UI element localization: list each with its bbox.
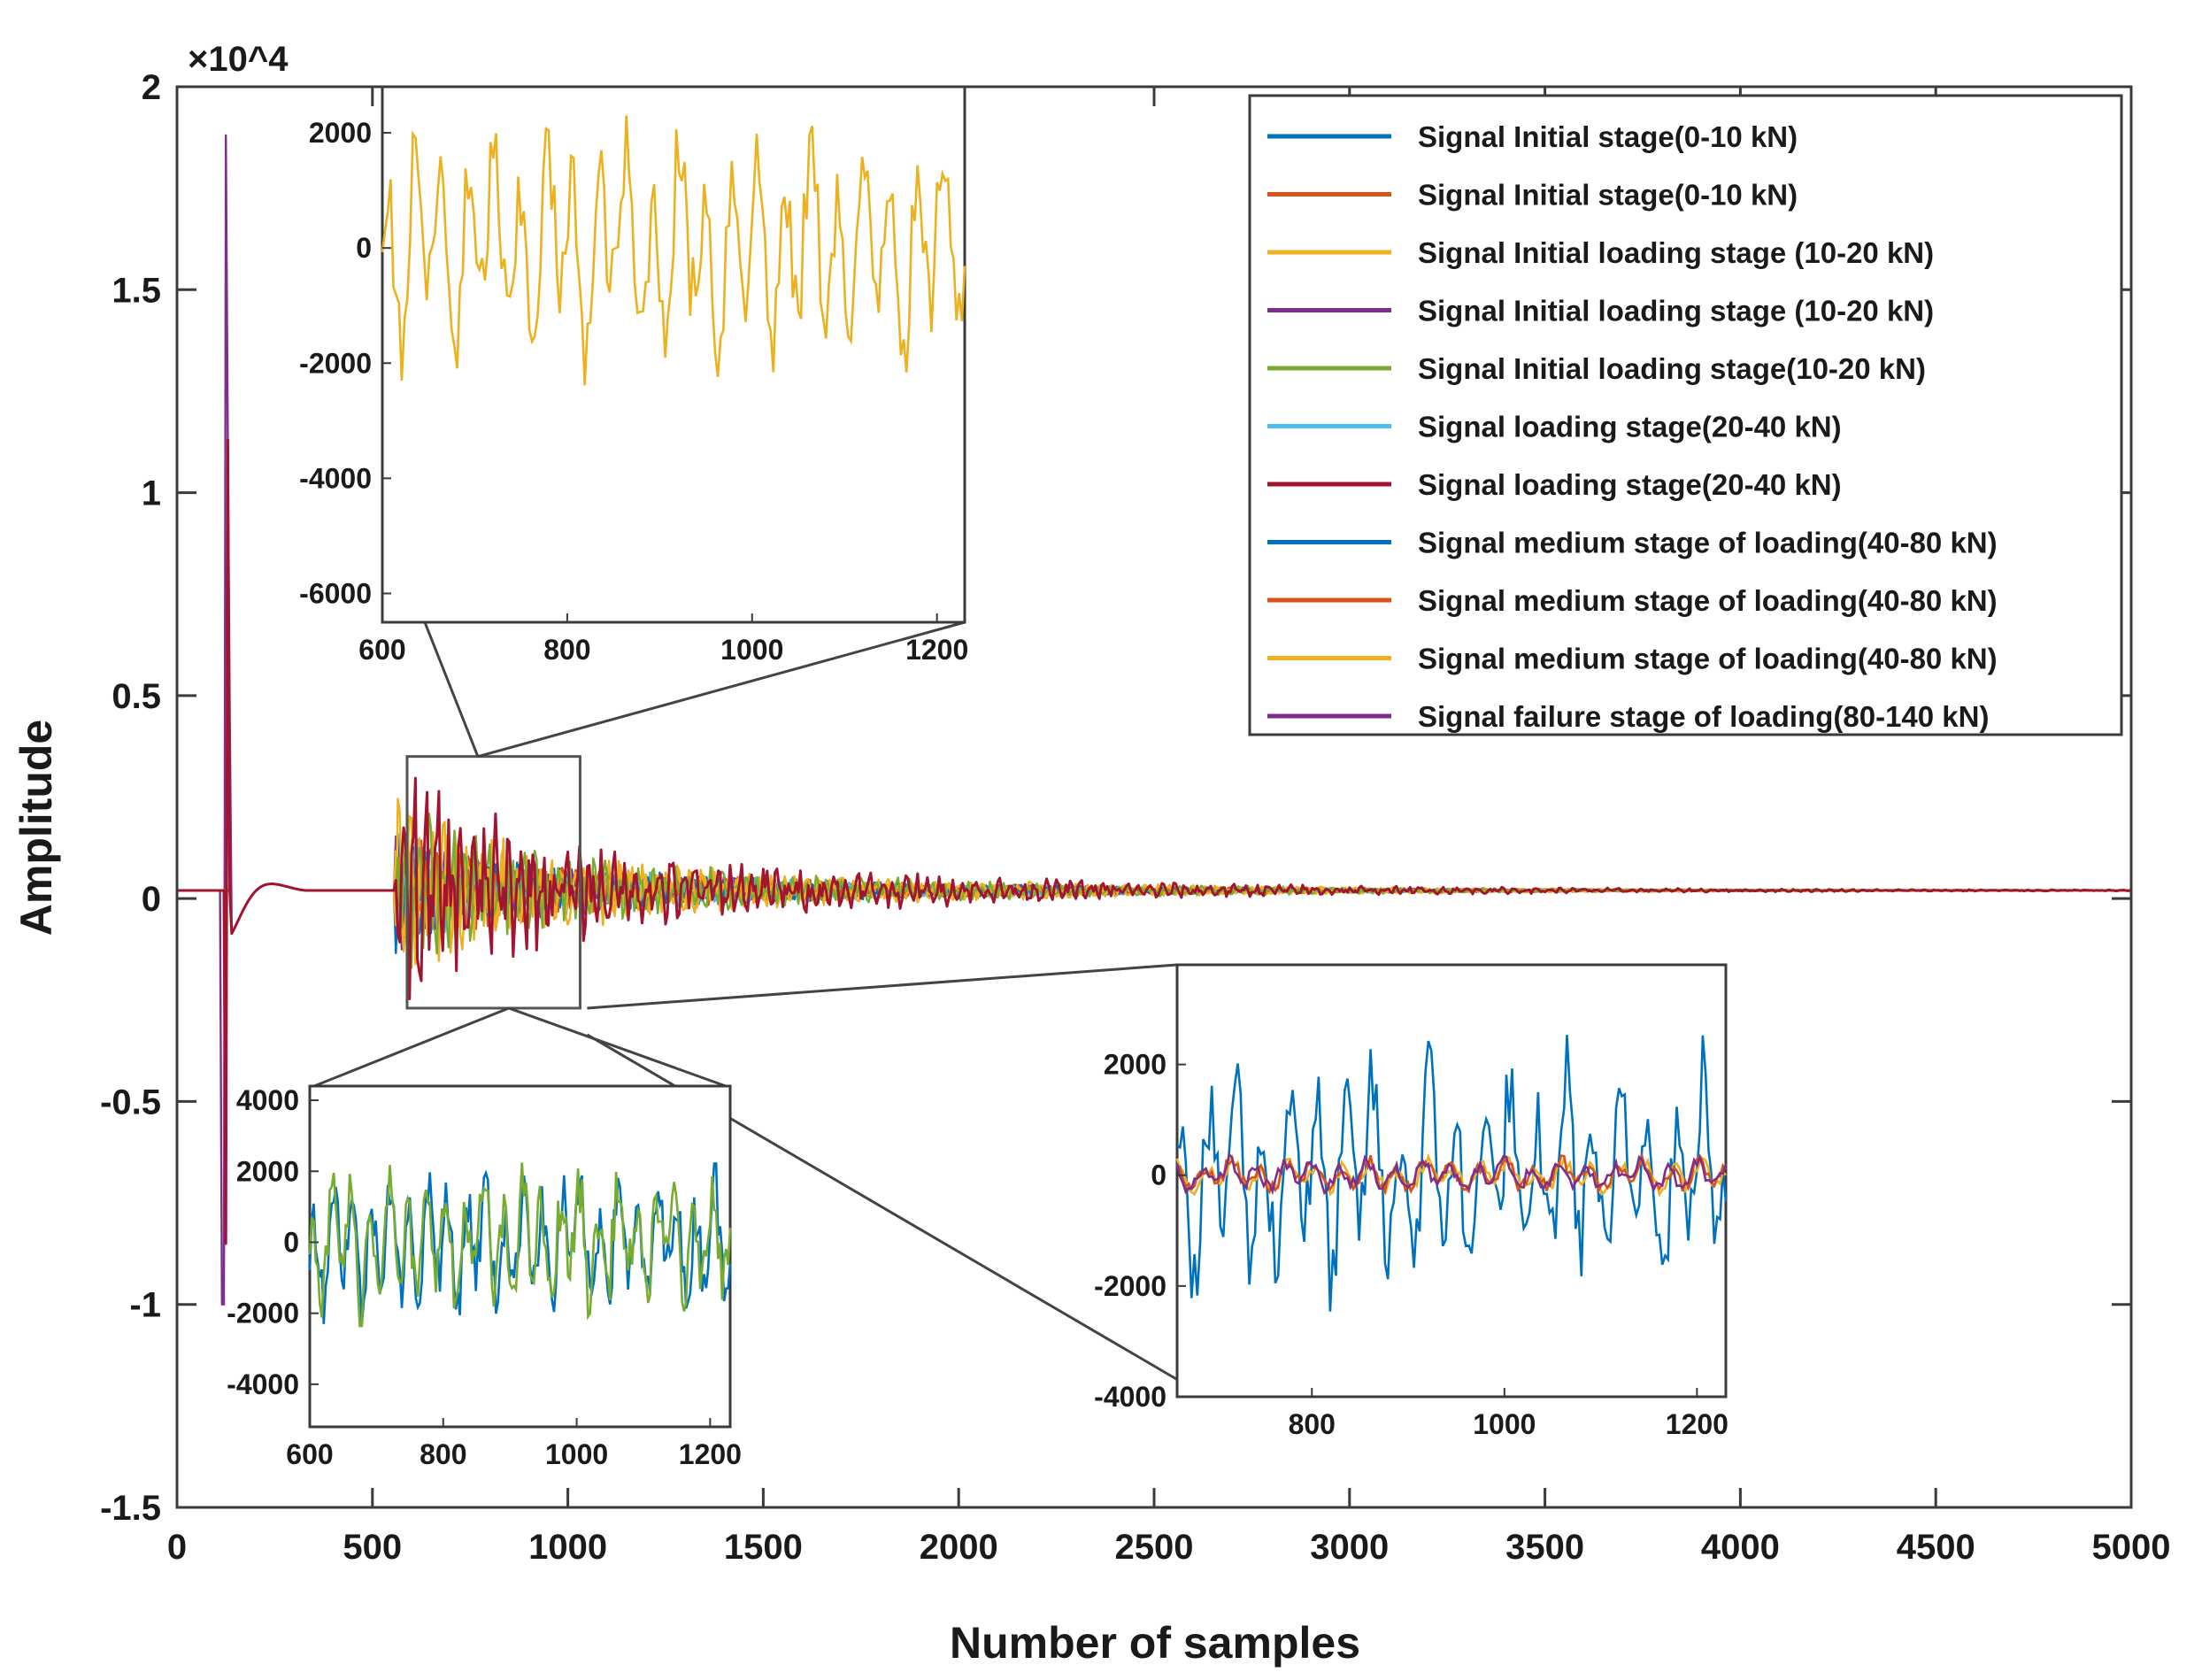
x-tick-label-1: 500 bbox=[343, 1528, 402, 1567]
top-inset-series-1 bbox=[381, 115, 966, 386]
bottom-left-inset-x-tick-label-2: 1000 bbox=[545, 1438, 608, 1470]
bottom-right-inset: 800 1000 1200 -4000 -2000 0 2000 bbox=[1094, 963, 1728, 1440]
y-tick-label-5: 1 bbox=[142, 474, 161, 513]
bottom-left-inset-x-tick-label-3: 1200 bbox=[679, 1438, 742, 1470]
bottom-left-inset-y-tick-label-0: -4000 bbox=[227, 1368, 299, 1400]
bottom-left-inset-x-tick-label-1: 800 bbox=[420, 1438, 466, 1470]
bottom-left-inset-y-tick-label-1: -2000 bbox=[227, 1298, 299, 1329]
top-inset-y-tick-label-2: -2000 bbox=[299, 347, 372, 379]
legend-label-6: Signal loading stage(20-40 kN) bbox=[1418, 411, 1842, 443]
zoom-connector-3 bbox=[313, 1006, 510, 1088]
legend-label-3: Signal Initial loading stage (10-20 kN) bbox=[1418, 236, 1934, 269]
legend-label-7: Signal loading stage(20-40 kN) bbox=[1418, 468, 1842, 501]
top-inset: 600 800 1000 1200 -6000 -4000 -2000 0 2000 bbox=[299, 85, 968, 666]
bottom-left-inset-y-tick-label-2: 0 bbox=[283, 1226, 299, 1258]
zoom-connector-4 bbox=[508, 1006, 727, 1088]
bottom-left-inset-x-tick-label-0: 600 bbox=[286, 1438, 333, 1470]
tick-group: 0 500 1000 1500 2000 2500 3000 3500 4000 4500 5000… bbox=[100, 68, 2170, 1567]
y-tick-label-0: -1.5 bbox=[100, 1489, 161, 1528]
top-inset-y-tick-label-4: 2000 bbox=[309, 117, 372, 149]
legend-label-11: Signal failure stage of loading(80-140 k… bbox=[1418, 700, 1989, 733]
zoom-region-box bbox=[405, 755, 581, 1010]
legend-label-4: Signal Initial loading stage (10-20 kN) bbox=[1418, 295, 1934, 328]
legend-label-5: Signal Initial loading stage(10-20 kN) bbox=[1418, 352, 1926, 385]
bottom-right-inset-series-1 bbox=[1176, 1035, 1728, 1312]
top-inset-y-tick-label-0: -6000 bbox=[299, 577, 372, 609]
legend-label-2: Signal Initial stage(0-10 kN) bbox=[1418, 179, 1798, 212]
x-tick-label-8: 4000 bbox=[1701, 1528, 1780, 1567]
legend: Signal Initial stage(0-10 kN) Signal Init… bbox=[1248, 94, 2123, 736]
bottom-right-inset-y-tick-label-1: -2000 bbox=[1094, 1270, 1166, 1302]
bottom-right-inset-series-4 bbox=[1175, 1152, 1728, 1196]
bottom-left-inset-frame bbox=[308, 1084, 732, 1429]
inset-plots: 600 800 1000 1200 -6000 -4000 -2000 0 2000 600 800… bbox=[227, 85, 1728, 1470]
bottom-right-inset-series-3 bbox=[1176, 1152, 1728, 1196]
zoom-connector-5 bbox=[587, 963, 1178, 1010]
main-series bbox=[177, 134, 2132, 1306]
bottom-right-inset-y-tick-label-3: 2000 bbox=[1104, 1049, 1166, 1081]
bottom-right-inset-x-tick-label-2: 1200 bbox=[1666, 1408, 1728, 1440]
y-tick-label-3: 0 bbox=[142, 880, 161, 919]
legend-label-9: Signal medium stage of loading(40-80 kN) bbox=[1418, 584, 1998, 617]
y-axis-multiplier: ×10^4 bbox=[188, 40, 289, 79]
x-tick-label-10: 5000 bbox=[2092, 1528, 2171, 1567]
bottom-right-inset-frame bbox=[1175, 963, 1728, 1399]
y-tick-label-4: 0.5 bbox=[112, 677, 161, 716]
bottom-right-inset-y-tick-label-0: -4000 bbox=[1094, 1381, 1166, 1413]
x-axis-label: Number of samples bbox=[950, 1618, 1360, 1668]
x-tick-label-0: 0 bbox=[167, 1528, 187, 1567]
bottom-left-inset: 600 800 1000 1200 -4000 -2000 0 2000 4000 bbox=[227, 1084, 742, 1470]
bottom-left-inset-y-tick-label-3: 2000 bbox=[236, 1155, 299, 1187]
legend-label-8: Signal medium stage of loading(40-80 kN) bbox=[1418, 527, 1998, 559]
bottom-left-inset-y-tick-label-4: 4000 bbox=[236, 1084, 299, 1116]
top-inset-x-tick-label-1: 800 bbox=[543, 634, 590, 666]
y-tick-label-2: -0.5 bbox=[100, 1083, 161, 1121]
bottom-right-inset-y-tick-label-2: 0 bbox=[1151, 1160, 1166, 1191]
top-inset-frame bbox=[381, 85, 966, 624]
y-tick-label-6: 1.5 bbox=[112, 271, 161, 310]
legend-label-1: Signal Initial stage(0-10 kN) bbox=[1418, 120, 1798, 153]
zoom-connector-1 bbox=[423, 621, 480, 758]
top-inset-y-tick-label-3: 0 bbox=[356, 232, 372, 264]
bottom-right-inset-x-tick-label-0: 800 bbox=[1289, 1408, 1336, 1440]
y-tick-label-1: -1 bbox=[129, 1286, 161, 1325]
zoom-connector-2 bbox=[477, 620, 966, 759]
x-tick-label-5: 2500 bbox=[1115, 1528, 1194, 1567]
bottom-right-inset-x-tick-label-1: 1000 bbox=[1473, 1408, 1536, 1440]
top-inset-x-tick-label-3: 1200 bbox=[905, 634, 968, 666]
y-tick-label-7: 2 bbox=[142, 68, 161, 107]
top-inset-y-tick-label-1: -4000 bbox=[299, 462, 372, 494]
legend-box bbox=[1248, 94, 2123, 736]
legend-label-10: Signal medium stage of loading(40-80 kN) bbox=[1418, 643, 1998, 675]
main-plot-area: 0 500 1000 1500 2000 2500 3000 3500 4000 4500 5000… bbox=[100, 68, 2170, 1567]
top-inset-x-tick-label-2: 1000 bbox=[720, 634, 783, 666]
series-line-7 bbox=[177, 438, 2132, 1245]
top-inset-x-tick-label-0: 600 bbox=[358, 634, 405, 666]
x-tick-label-7: 3500 bbox=[1505, 1528, 1584, 1567]
x-tick-label-9: 4500 bbox=[1897, 1528, 1975, 1567]
x-tick-label-4: 2000 bbox=[920, 1528, 998, 1567]
x-tick-label-2: 1000 bbox=[528, 1528, 607, 1567]
x-tick-label-3: 1500 bbox=[724, 1528, 803, 1567]
x-tick-label-6: 3000 bbox=[1310, 1528, 1389, 1567]
bottom-left-inset-series-2 bbox=[308, 1162, 732, 1328]
y-axis-label: Amplitude bbox=[12, 720, 61, 936]
